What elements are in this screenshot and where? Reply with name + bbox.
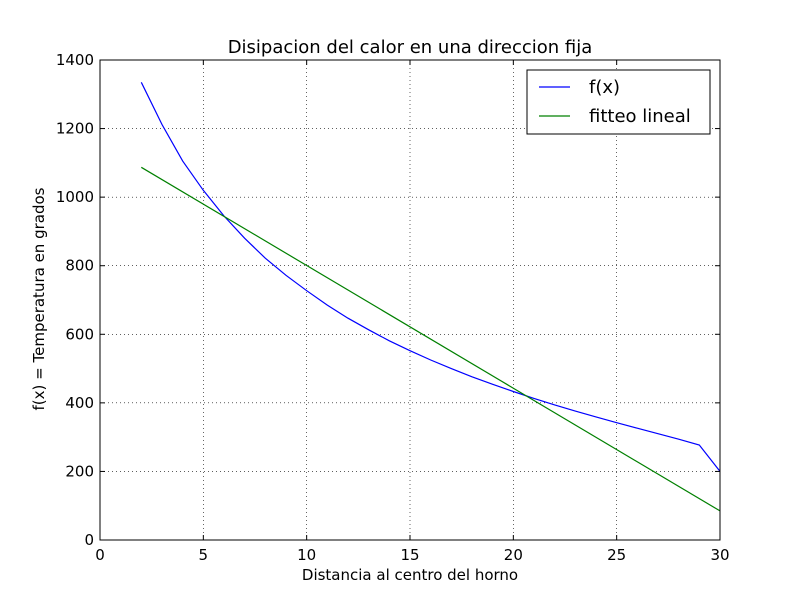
y-tick-label: 600 xyxy=(65,325,94,343)
series-line-1 xyxy=(140,166,721,512)
y-tick-label: 1400 xyxy=(56,51,94,69)
y-tick-label: 200 xyxy=(65,462,94,480)
y-tick-label: 1000 xyxy=(56,188,94,206)
y-tick-label: 800 xyxy=(65,257,94,275)
legend-label: f(x) xyxy=(589,77,620,98)
y-tick-label: 1200 xyxy=(56,120,94,138)
x-tick-label: 25 xyxy=(607,546,626,564)
y-tick-label: 0 xyxy=(84,531,94,549)
axis-ticks: 0 5 10 15 20 25 30 0 200 400 600 800 1000 1200 1400 xyxy=(56,51,730,564)
y-tick-label: 400 xyxy=(65,394,94,412)
series-line-0 xyxy=(140,82,721,472)
y-axis-label: f(x) = Temperatura en grados xyxy=(30,187,48,410)
legend: f(x) fitteo lineal xyxy=(526,69,711,135)
x-tick-label: 10 xyxy=(297,546,316,564)
x-tick-label: 15 xyxy=(400,546,419,564)
x-tick-label: 5 xyxy=(199,546,209,564)
legend-label: fitteo lineal xyxy=(589,106,691,127)
x-tick-label: 20 xyxy=(504,546,523,564)
x-tick-label: 30 xyxy=(710,546,729,564)
x-axis-label: Distancia al centro del horno xyxy=(302,566,518,584)
chart-title: Disipacion del calor en una direccion fi… xyxy=(228,37,593,58)
legend-box xyxy=(526,69,711,135)
series-group xyxy=(140,82,721,512)
x-tick-label: 0 xyxy=(95,546,105,564)
